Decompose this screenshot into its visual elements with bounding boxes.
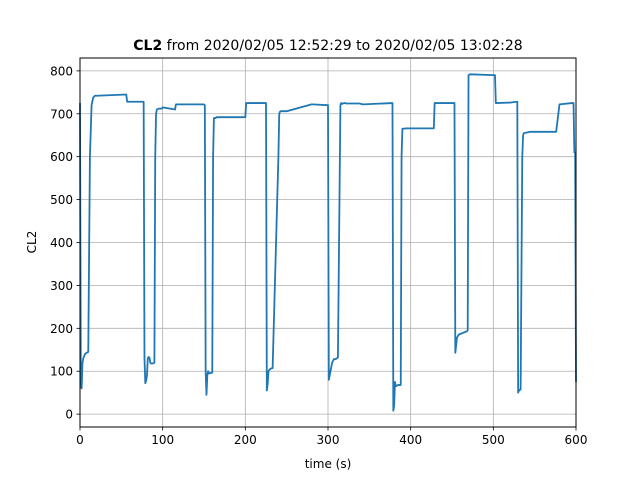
x-tick-label: 400 [399, 433, 422, 447]
y-tick-label: 300 [50, 279, 73, 293]
y-tick-label: 100 [50, 365, 73, 379]
x-tick-label: 300 [317, 433, 340, 447]
x-tick-label: 500 [482, 433, 505, 447]
chart-title-bold: CL2 [133, 38, 162, 54]
x-axis-label: time (s) [305, 457, 352, 471]
y-tick-label: 700 [50, 107, 73, 121]
x-tick-label: 0 [76, 433, 84, 447]
series-layer [79, 73, 577, 412]
series-line [79, 73, 577, 412]
y-axis-label: CL2 [25, 231, 39, 254]
y-tick-label: 600 [50, 150, 73, 164]
chart-title: CL2 from 2020/02/05 12:52:29 to 2020/02/… [133, 38, 522, 54]
ticks: 0 100 200 300 400 500 600 0 100 200 300 400 500 600 70… [50, 64, 587, 447]
x-tick-label: 600 [565, 433, 588, 447]
x-tick-label: 200 [234, 433, 257, 447]
y-tick-label: 400 [50, 236, 73, 250]
y-tick-label: 0 [65, 408, 73, 422]
y-tick-label: 200 [50, 322, 73, 336]
y-tick-label: 500 [50, 193, 73, 207]
x-tick-label: 100 [151, 433, 174, 447]
chart-title-rest: from 2020/02/05 12:52:29 to 2020/02/05 1… [162, 38, 522, 54]
y-tick-label: 800 [50, 64, 73, 78]
